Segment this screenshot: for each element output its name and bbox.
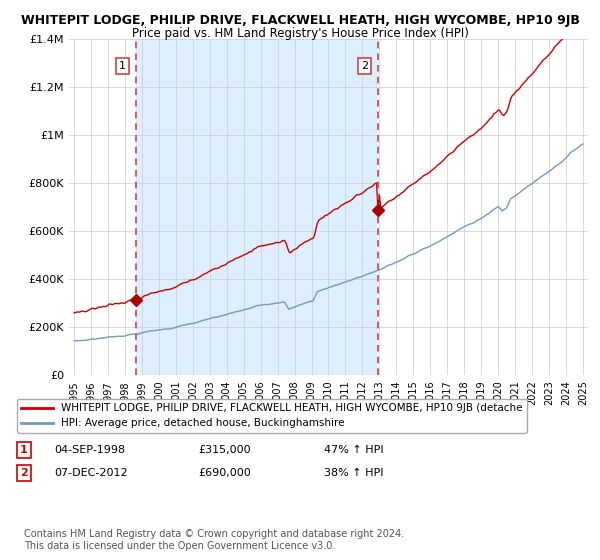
Text: 47% ↑ HPI: 47% ↑ HPI [324, 445, 383, 455]
Bar [136, 39, 378, 375]
Text: 38% ↑ HPI: 38% ↑ HPI [324, 468, 383, 478]
Text: 2: 2 [361, 61, 368, 71]
Text: 1: 1 [119, 61, 126, 71]
Text: Price paid vs. HM Land Registry's House Price Index (HPI): Price paid vs. HM Land Registry's House … [131, 27, 469, 40]
Text: 04-SEP-1998: 04-SEP-1998 [54, 445, 125, 455]
Text: 07-DEC-2012: 07-DEC-2012 [54, 468, 128, 478]
Text: WHITEPIT LODGE, PHILIP DRIVE, FLACKWELL HEATH, HIGH WYCOMBE, HP10 9JB: WHITEPIT LODGE, PHILIP DRIVE, FLACKWELL … [20, 14, 580, 27]
Text: 1: 1 [20, 445, 28, 455]
Text: Contains HM Land Registry data © Crown copyright and database right 2024.
This d: Contains HM Land Registry data © Crown c… [24, 529, 404, 551]
Text: £315,000: £315,000 [198, 445, 251, 455]
Legend: WHITEPIT LODGE, PHILIP DRIVE, FLACKWELL HEATH, HIGH WYCOMBE, HP10 9JB (detache, : WHITEPIT LODGE, PHILIP DRIVE, FLACKWELL … [17, 399, 527, 432]
Text: £690,000: £690,000 [198, 468, 251, 478]
Text: 2: 2 [20, 468, 28, 478]
